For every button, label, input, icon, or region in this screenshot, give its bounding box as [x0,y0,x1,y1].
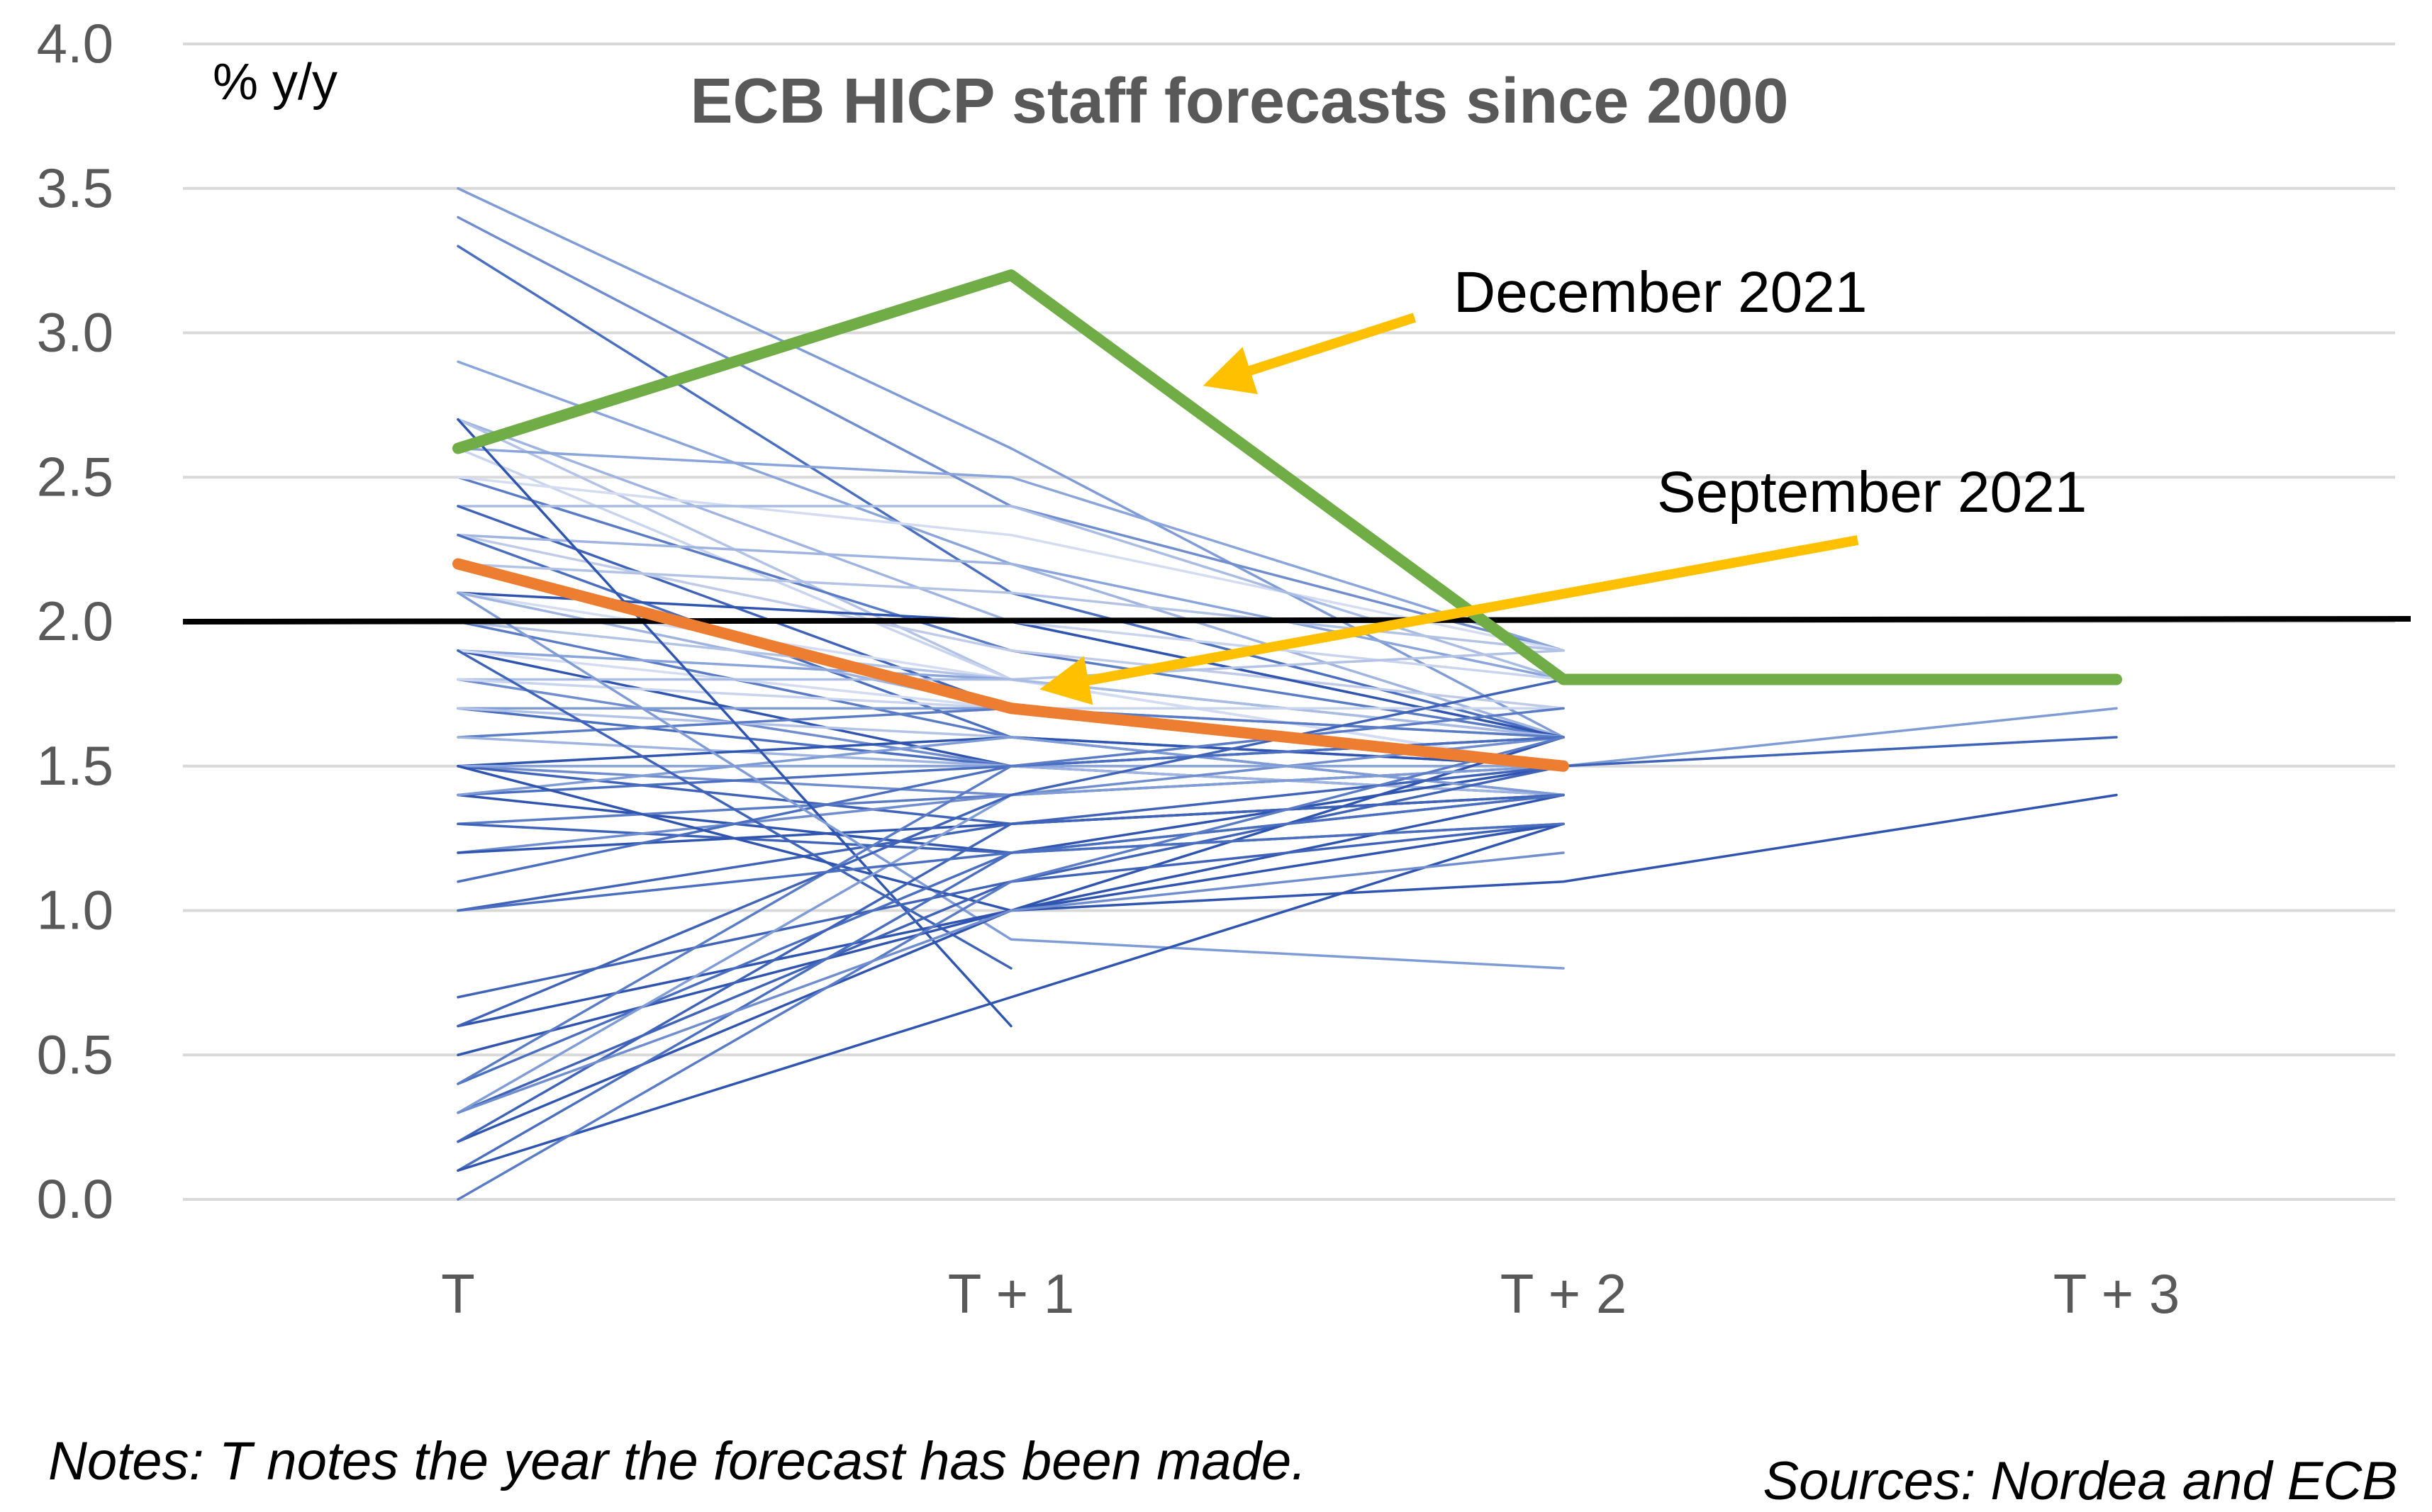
forecast-vintage-line [457,649,1013,970]
forecast-vintage-line [457,447,1565,652]
forecast-vintage-line [457,822,1565,854]
forecast-vintage-line [457,678,1565,1028]
forecast-vintage-line [457,736,2118,1143]
highlighted-forecast-lines [452,269,2122,772]
forecast-vintage-line [457,505,1565,768]
x-tick-label: T + 2 [1500,1262,1627,1325]
y-axis-tick-labels: 0.0 0.5 1.0 1.5 2.0 2.5 3.0 3.5 4.0 [37,12,113,1230]
forecast-vintage-line [457,793,2118,1056]
forecast-vintage-line [457,591,1565,970]
forecast-vintage-line [457,476,1565,652]
forecast-vintage-line [457,418,1565,739]
x-tick-label: T + 1 [948,1262,1075,1325]
two-percent-target-line [182,616,2411,625]
chart-sources: Sources: Nordea and ECB [1763,1451,2398,1511]
y-tick-label: 2.5 [37,445,113,508]
forecast-vintage-line [457,534,1565,797]
december-2021-line [452,269,2122,685]
forecast-vintage-line [457,215,1565,652]
december-2021-label: December 2021 [1454,260,1867,325]
x-tick-label: T + 3 [2053,1262,2180,1325]
y-tick-label: 2.0 [37,590,113,652]
y-tick-label: 3.0 [37,301,113,364]
forecast-vintage-line [457,591,1565,739]
forecast-vintage-line [457,793,1565,1172]
forecast-vintage-line [457,418,1013,1028]
y-tick-label: 0.5 [37,1023,113,1085]
y-tick-label: 4.0 [37,12,113,74]
forecast-vintage-line [457,822,1565,912]
y-axis-unit-label: % y/y [213,54,338,111]
forecast-vintage-line [457,707,2118,1114]
chart-notes: Notes: T notes the year the forecast has… [48,1431,1307,1491]
forecast-vintage-line [457,534,1565,739]
y-tick-label: 0.0 [37,1167,113,1230]
december-2021-arrow [1203,313,1417,395]
x-axis-tick-labels: T T + 1 T + 2 T + 3 [441,1262,2180,1325]
forecast-vintage-line [457,822,1565,1143]
september-2021-label: September 2021 [1657,460,2087,525]
forecast-vintage-line [457,707,1565,1085]
forecast-vintage-line [457,736,1565,1201]
forecast-vintage-line [457,822,1565,1172]
september-2021-arrow [1039,535,1859,705]
y-tick-label: 3.5 [37,157,113,219]
historical-forecast-lines [457,187,2118,1201]
chart-title: ECB HICP staff forecasts since 2000 [690,66,1788,137]
forecast-vintage-line [457,851,1565,1114]
annotation-layer: December 2021 September 2021 [1039,260,2087,705]
forecast-vintage-line [457,765,1565,912]
forecast-vintage-line [457,649,1565,797]
september-2021-line [452,558,1569,772]
x-tick-label: T [441,1262,475,1325]
y-tick-label: 1.5 [37,734,113,797]
y-tick-label: 1.0 [37,879,113,941]
reference-line-layer [182,616,2411,625]
forecast-vintage-line [457,360,1565,681]
